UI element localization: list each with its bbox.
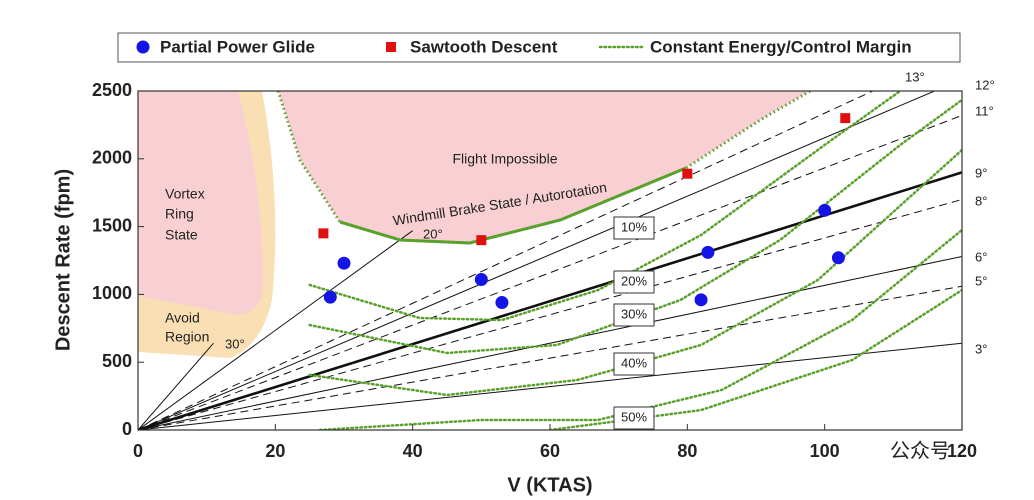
legend-label: Partial Power Glide [160, 37, 315, 56]
boundary-solid [339, 166, 687, 245]
x-axis-label: V (KTAS) [507, 474, 592, 496]
y-tick-label: 2000 [92, 148, 132, 168]
glide-line [138, 230, 413, 430]
glide-line [138, 342, 962, 430]
margin-label: 40% [621, 355, 647, 370]
energy-curve [548, 288, 962, 430]
glide-line [138, 114, 962, 430]
angle-label: 6° [975, 249, 987, 264]
x-tick-label: 80 [677, 441, 697, 461]
glide-line [138, 91, 935, 430]
margin-label: 50% [621, 409, 647, 424]
annotation: Avoid [165, 310, 200, 326]
angle-label: 13° [905, 69, 925, 84]
legend-marker [386, 42, 396, 52]
margin-box [613, 303, 655, 327]
annotation: State [165, 227, 198, 243]
margin-box [613, 406, 655, 430]
x-tick-label: 60 [540, 441, 560, 461]
glide-line [138, 285, 962, 430]
margin-box [613, 352, 655, 376]
legend-marker [136, 40, 150, 54]
watermark: 公众号 [890, 439, 950, 463]
y-tick-label: 1500 [92, 215, 132, 235]
energy-curve [318, 228, 962, 430]
glide-line [138, 342, 214, 430]
point [474, 272, 488, 286]
x-tick-label: 120 [947, 441, 977, 461]
angle-label: 3° [975, 341, 987, 356]
angle-label: 12° [975, 77, 995, 92]
glide-line [138, 91, 873, 430]
annotation: Region [165, 329, 209, 345]
point [831, 251, 845, 265]
point [495, 296, 509, 310]
impossible-region [278, 91, 811, 244]
energy-curve [308, 91, 902, 322]
point [818, 203, 832, 217]
x-tick-label: 40 [403, 441, 423, 461]
x-tick-label: 0 [133, 441, 143, 461]
legend-label: Constant Energy/Control Margin [650, 37, 912, 56]
x-tick-label: 20 [265, 441, 285, 461]
y-tick-label: 0 [122, 419, 132, 439]
angle-label: 8° [975, 193, 987, 208]
point [318, 228, 329, 239]
legend [117, 32, 961, 63]
legend-label: Sawtooth Descent [410, 37, 558, 56]
point [337, 256, 351, 270]
margin-box [613, 216, 655, 240]
point [476, 235, 487, 246]
margin-label: 20% [621, 273, 647, 288]
annotation: Vortex [165, 186, 205, 202]
angle-label: 30° [225, 336, 245, 351]
y-tick-label: 2500 [92, 80, 132, 100]
annotation: Ring [165, 206, 194, 222]
margin-label: 30% [621, 306, 647, 321]
annotation: Flight Impossible [452, 151, 557, 167]
point [682, 168, 693, 179]
energy-curve [308, 98, 962, 355]
angle-label: 9° [975, 165, 987, 180]
angle-label: 5° [975, 273, 987, 288]
glide-line [138, 255, 962, 430]
x-tick-label: 100 [810, 441, 840, 461]
margin-box [613, 270, 655, 294]
regions [138, 91, 276, 358]
point [701, 245, 715, 259]
y-tick-label: 1000 [92, 283, 132, 303]
y-tick-label: 500 [102, 351, 132, 371]
point [840, 113, 851, 124]
margin-label: 10% [621, 219, 647, 234]
point [694, 293, 708, 307]
point [323, 290, 337, 304]
vortex-region [138, 91, 263, 315]
angle-label: 11° [975, 103, 994, 118]
angle-label: 20° [423, 226, 443, 241]
y-axis-label: Descent Rate (fpm) [52, 169, 74, 351]
